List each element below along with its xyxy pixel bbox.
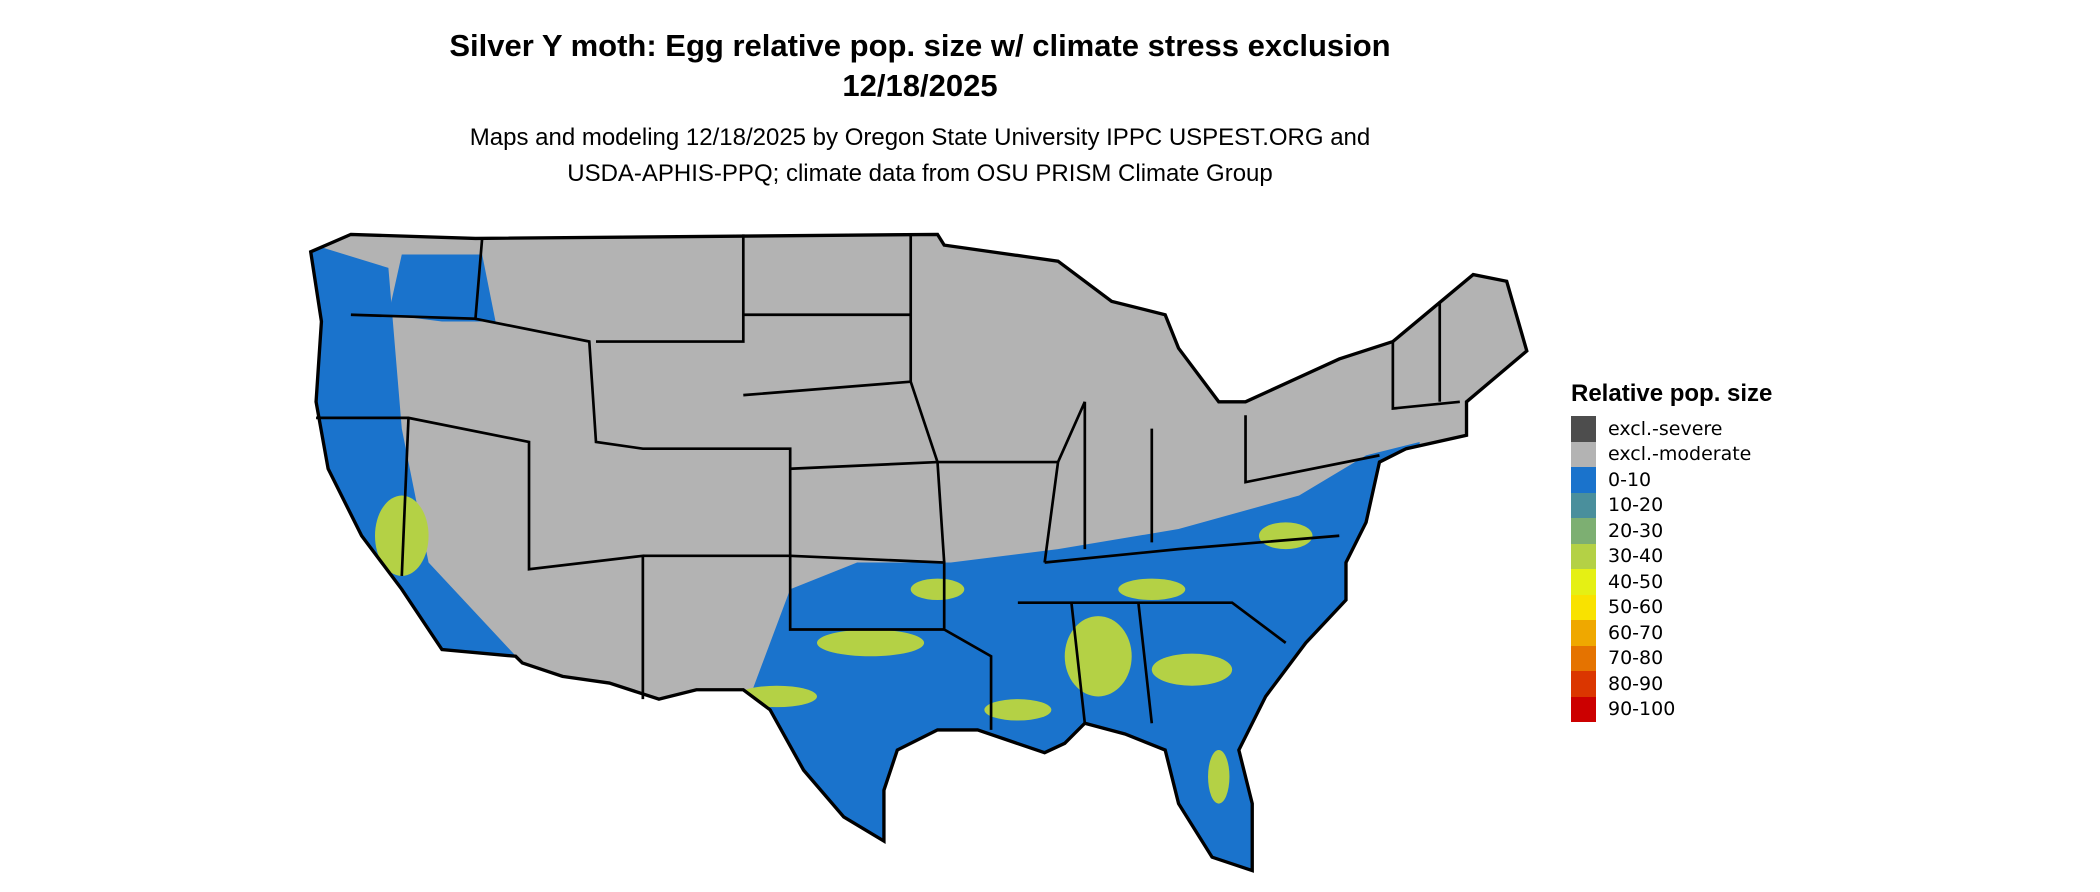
legend-label: 10-20 — [1608, 494, 1664, 517]
subtitle-line-2: USDA-APHIS-PPQ; climate data from OSU PR… — [567, 160, 1273, 187]
legend-label: 50-60 — [1608, 596, 1664, 619]
region-30-40 — [375, 495, 1313, 804]
legend-item: 60-70 — [1571, 620, 1772, 646]
map-date: 12/18/2025 — [842, 68, 998, 103]
subtitle-line-1: Maps and modeling 12/18/2025 by Oregon S… — [469, 124, 1371, 151]
legend-swatch — [1571, 518, 1596, 544]
legend-swatch — [1571, 467, 1596, 493]
legend-swatch — [1571, 569, 1596, 595]
legend-label: excl.-moderate — [1608, 443, 1752, 466]
legend-swatch — [1571, 543, 1596, 569]
legend-item: 80-90 — [1571, 671, 1772, 697]
legend-item: 50-60 — [1571, 594, 1772, 620]
legend-swatch — [1571, 645, 1596, 671]
legend-label: 90-100 — [1608, 698, 1676, 721]
legend-item: excl.-severe — [1571, 416, 1772, 442]
legend-item: excl.-moderate — [1571, 441, 1772, 467]
legend-label: 80-90 — [1608, 672, 1664, 695]
legend-item: 0-10 — [1571, 467, 1772, 493]
legend-item: 30-40 — [1571, 543, 1772, 569]
map-title: Silver Y moth: Egg relative pop. size w/… — [449, 28, 1391, 63]
legend-label: 70-80 — [1608, 647, 1664, 670]
legend-item: 20-30 — [1571, 518, 1772, 544]
pacific-northwest-region-0-10 — [388, 254, 496, 322]
legend-swatch — [1571, 696, 1596, 722]
legend-swatch — [1571, 594, 1596, 620]
legend-swatch — [1571, 620, 1596, 646]
state-boundaries — [316, 234, 1460, 730]
legend-label: 60-70 — [1608, 621, 1664, 644]
legend-label: excl.-severe — [1608, 417, 1723, 440]
legend-item: 90-100 — [1571, 696, 1772, 722]
legend-swatch — [1571, 416, 1596, 442]
legend-swatch — [1571, 441, 1596, 467]
legend-item: 10-20 — [1571, 492, 1772, 518]
legend-label: 0-10 — [1608, 468, 1652, 491]
legend-label: 30-40 — [1608, 545, 1664, 568]
legend-swatch — [1571, 671, 1596, 697]
legend-label: 40-50 — [1608, 570, 1664, 593]
legend-title: Relative pop. size — [1571, 380, 1773, 407]
legend-items: excl.-severe excl.-moderate 0-10 10-20 20-30… — [1571, 416, 1772, 722]
legend-swatch — [1571, 492, 1596, 518]
legend-item: 70-80 — [1571, 645, 1772, 671]
legend: Relative pop. size excl.-severe excl.-mod… — [1571, 380, 1772, 722]
legend-label: 20-30 — [1608, 519, 1664, 542]
legend-item: 40-50 — [1571, 569, 1772, 595]
